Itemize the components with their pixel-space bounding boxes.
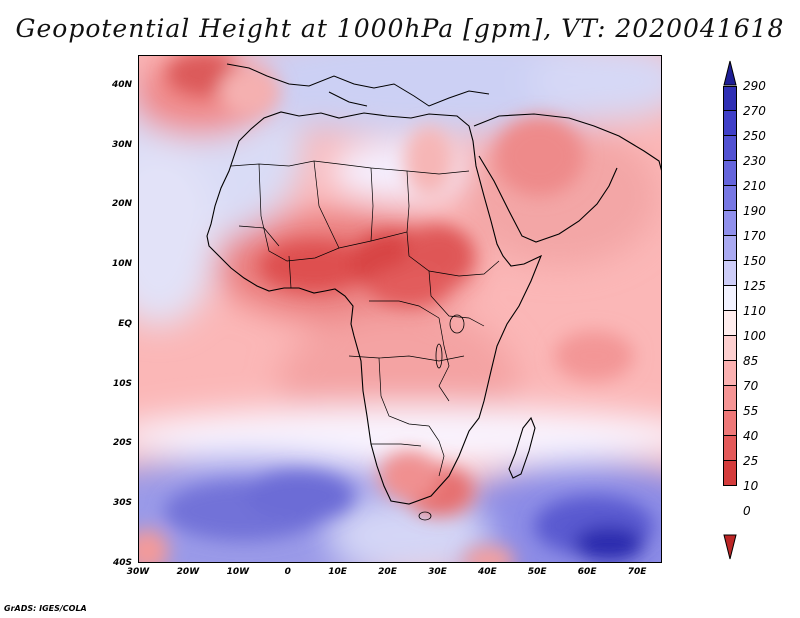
lat-label-40s: 40S	[112, 558, 132, 568]
colorbar-label: 70	[743, 379, 759, 393]
colorbar-box	[723, 111, 737, 136]
lon-label-30e: 30E	[428, 567, 447, 577]
colorbar-label: 190	[743, 204, 766, 218]
lon-label-60e: 60E	[577, 567, 597, 577]
colorbar-box	[723, 386, 737, 411]
colorbar-box	[723, 161, 737, 186]
colorbar-label: 100	[743, 329, 766, 343]
colorbar-box	[723, 261, 737, 286]
lon-label-50e: 50E	[527, 567, 547, 577]
colorbar-box	[723, 286, 737, 311]
colorbar-box	[723, 86, 737, 111]
colorbar-box	[723, 136, 737, 161]
europe-coastline	[226, 63, 490, 107]
colorbar-label: 110	[743, 304, 766, 318]
africa-coastline	[206, 111, 543, 505]
lon-label-40e: 40E	[477, 567, 497, 577]
colorbar-label: 125	[743, 279, 766, 293]
lon-label-70e: 70E	[627, 567, 647, 577]
colorbar-box	[723, 461, 737, 486]
lat-label-20n: 20N	[111, 199, 132, 210]
lon-label-10e: 10E	[328, 567, 347, 577]
country-borders	[230, 160, 500, 477]
field-detail-blobs	[139, 56, 654, 562]
colorbar-label: 10	[743, 479, 759, 493]
colorbar-label: 290	[743, 79, 766, 93]
colorbar-label: 40	[743, 429, 759, 443]
colorbar-top-arrow	[723, 60, 737, 86]
colorbar-box	[723, 236, 737, 261]
colorbar-label: 150	[743, 254, 766, 268]
lat-label-30n: 30N	[111, 139, 132, 150]
lat-label-eq: EQ	[118, 318, 132, 329]
arabia-coastline	[473, 113, 661, 243]
lake-outlines	[418, 314, 465, 521]
lat-label-40n: 40N	[111, 79, 132, 90]
map-svg	[139, 56, 661, 562]
colorbar-label: 170	[743, 229, 766, 243]
madagascar-coastline	[508, 416, 536, 479]
lon-label-20e: 20E	[378, 567, 397, 577]
colorbar-legend: 290 270 250 230 210 190 170 150 125 110 100 85 70 55 4…	[723, 60, 795, 560]
colorbar-label: 55	[743, 404, 759, 418]
lon-label-0: 0	[284, 567, 291, 577]
lat-label-10n: 10N	[111, 259, 132, 270]
credit-text: GrADS: IGES/COLA	[4, 604, 87, 613]
colorbar-box	[723, 311, 737, 336]
chart-title: Geopotential Height at 1000hPa [gpm], VT…	[15, 14, 785, 43]
lon-label-10w: 10W	[226, 567, 250, 577]
lat-label-10s: 10S	[112, 378, 132, 389]
lat-label-30s: 30S	[112, 498, 132, 509]
colorbar-label: 230	[743, 154, 766, 168]
colorbar-label: 25	[743, 454, 759, 468]
colorbar-box	[723, 211, 737, 236]
lon-label-20w: 20W	[176, 567, 200, 577]
colorbar-label: 250	[743, 129, 766, 143]
map-plot-area	[138, 55, 662, 563]
colorbar-box	[723, 186, 737, 211]
colorbar-bottom-arrow	[723, 534, 737, 560]
colorbar-box	[723, 436, 737, 461]
colorbar-box	[723, 411, 737, 436]
lat-label-20s: 20S	[112, 438, 132, 449]
colorbar-label: 0	[743, 504, 751, 518]
colorbar-box	[723, 336, 737, 361]
colorbar-label: 85	[743, 354, 759, 368]
lon-label-30w: 30W	[126, 567, 150, 577]
colorbar-label: 270	[743, 104, 766, 118]
colorbar-box	[723, 361, 737, 386]
colorbar-label: 210	[743, 179, 766, 193]
